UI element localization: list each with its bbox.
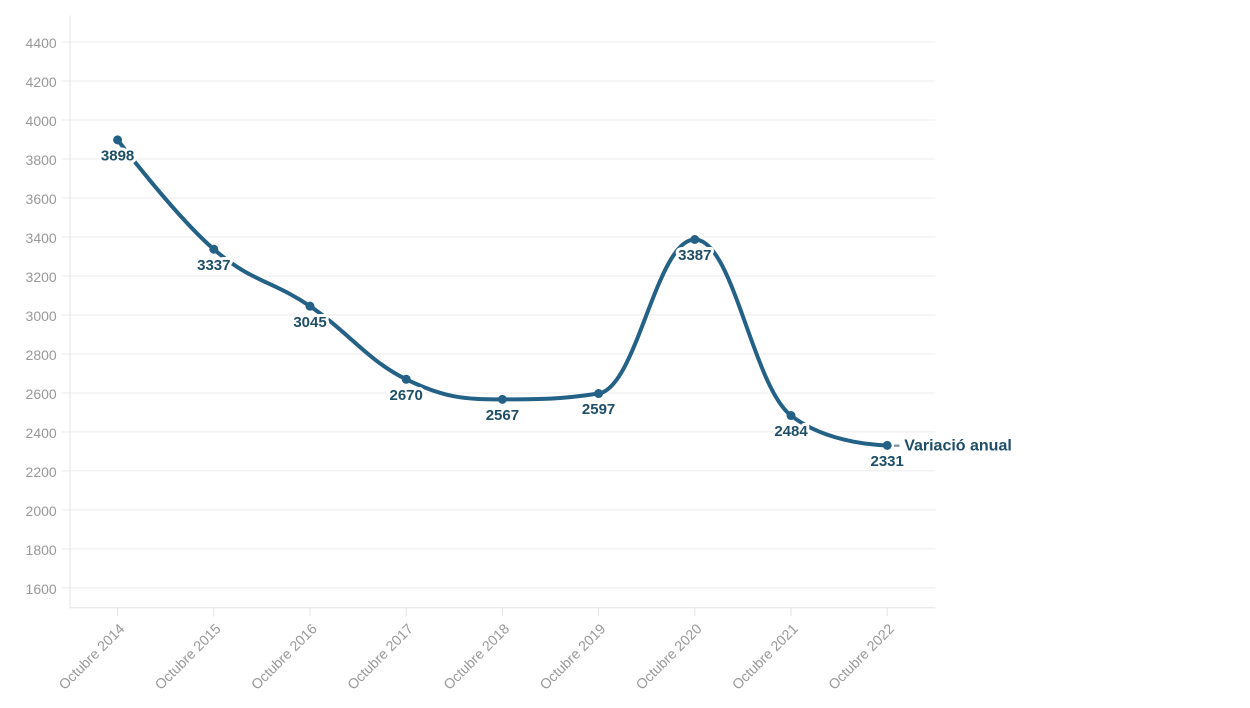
svg-text:2400: 2400 (26, 425, 57, 441)
svg-text:3800: 3800 (26, 152, 57, 168)
svg-text:1800: 1800 (26, 542, 57, 558)
svg-text:2331: 2331 (871, 453, 904, 470)
svg-text:2670: 2670 (390, 387, 423, 404)
svg-text:4200: 4200 (26, 74, 57, 90)
svg-text:Variació anual: Variació anual (904, 438, 1012, 455)
svg-text:2000: 2000 (26, 503, 57, 519)
svg-text:3387: 3387 (678, 247, 711, 264)
svg-text:3337: 3337 (197, 257, 230, 274)
svg-text:4400: 4400 (26, 35, 57, 51)
svg-text:3400: 3400 (26, 230, 57, 246)
svg-text:3200: 3200 (26, 269, 57, 285)
svg-text:3045: 3045 (293, 314, 326, 331)
svg-text:4000: 4000 (26, 113, 57, 129)
svg-text:2600: 2600 (26, 386, 57, 402)
svg-text:2200: 2200 (26, 464, 57, 480)
svg-text:3898: 3898 (101, 147, 134, 164)
svg-text:2597: 2597 (582, 401, 615, 418)
svg-text:1600: 1600 (26, 581, 57, 597)
svg-text:2567: 2567 (486, 407, 519, 424)
svg-text:2800: 2800 (26, 347, 57, 363)
svg-text:2484: 2484 (774, 423, 808, 440)
svg-text:3600: 3600 (26, 191, 57, 207)
svg-text:3000: 3000 (26, 308, 57, 324)
